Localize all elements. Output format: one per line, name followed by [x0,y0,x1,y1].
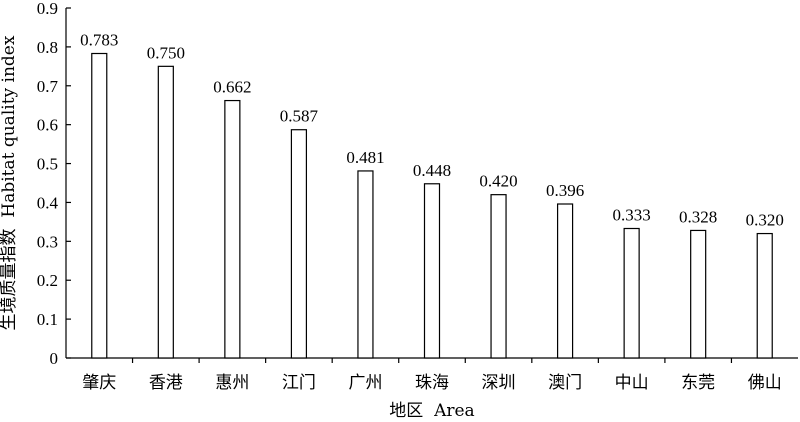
y-axis-ticks: 0 0.1 0.2 0.3 0.4 0.5 0.6 0.7 0.8 0.9 [37,0,71,368]
x-tick-label: 广州 [348,373,382,393]
x-tick-label: 澳门 [548,373,582,393]
x-tick-label: 肇庆 [82,373,116,393]
y-tick-label: 0.7 [37,77,59,96]
bar-series: 0.783 0.750 0.662 0.587 0.481 0.448 0.420 0.396… [80,31,784,359]
bar [290,129,308,359]
x-tick-label: 佛山 [748,373,782,393]
y-tick-label: 0.9 [37,0,58,18]
bar [756,232,773,359]
y-tick-label: 0.6 [37,116,58,135]
y-tick-label: 0.2 [37,271,58,290]
bar-value-label: 0.783 [80,31,118,50]
y-tick-label: 0.1 [37,310,58,329]
bar-value-label: 0.328 [679,207,717,226]
bar-value-label: 0.396 [546,181,584,200]
bar-value-label: 0.750 [147,43,185,62]
y-tick-label: 0.5 [37,155,58,174]
bar [623,227,640,359]
y-tick-label: 0.4 [37,193,59,212]
x-tick-label: 中山 [615,373,649,393]
x-tick-label: 惠州 [215,373,249,393]
y-axis-title: 生境质量指数 Habitat quality index [0,35,19,330]
bar [423,183,441,359]
x-axis-ticks: 肇庆 香港 惠州 江门 广州 珠海 深圳 澳门 中山 东莞 佛山 [82,358,782,393]
x-tick-label: 深圳 [482,373,516,393]
bar-value-label: 0.320 [746,211,784,230]
x-tick-label: 江门 [282,373,316,393]
y-tick-label: 0.3 [37,232,58,251]
x-tick-label: 东莞 [681,373,715,393]
bar-value-label: 0.587 [280,107,319,126]
bar [556,203,574,359]
bar [690,229,707,359]
y-tick-label: 0.8 [37,38,58,57]
x-tick-label: 珠海 [415,373,449,393]
x-axis-title: 地区 Area [389,401,474,421]
bar-value-label: 0.662 [213,78,251,97]
bar [91,52,108,359]
y-tick-label: 0 [50,349,59,368]
x-tick-label: 香港 [149,373,183,393]
bar-value-label: 0.420 [479,172,517,191]
bar [157,65,174,359]
bar [357,170,374,359]
bar [224,99,241,359]
bar-value-label: 0.333 [613,206,651,225]
bar-value-label: 0.481 [346,148,384,167]
bar-value-label: 0.448 [413,161,451,180]
bar [490,194,507,359]
